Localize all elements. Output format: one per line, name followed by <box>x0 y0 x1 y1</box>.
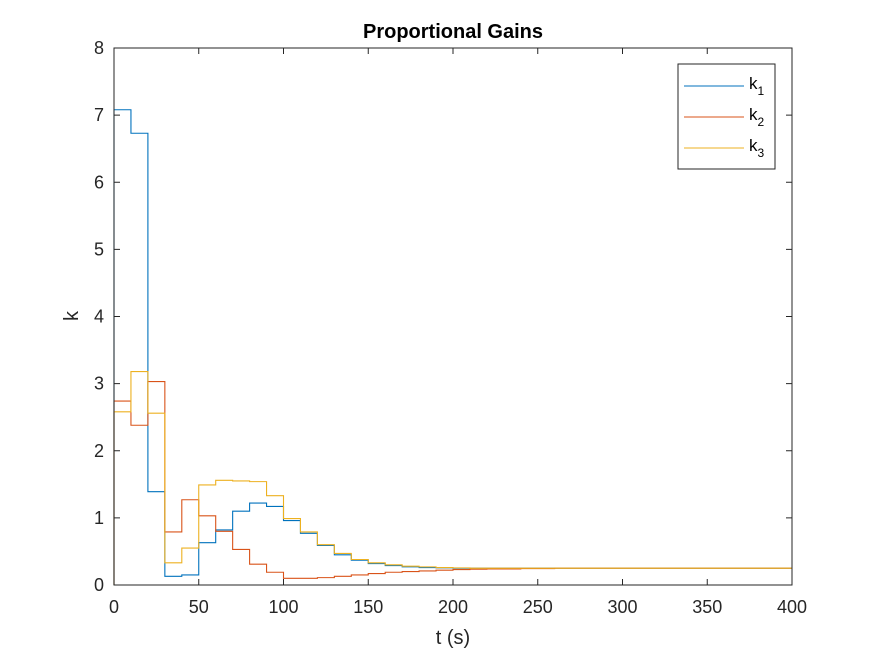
series-line-k3 <box>113 370 792 585</box>
y-axis-title: k <box>61 310 83 321</box>
y-tick-label: 8 <box>94 38 104 58</box>
y-tick-label: 6 <box>94 172 104 192</box>
series-layer <box>113 109 792 585</box>
x-tick-label: 250 <box>523 597 553 617</box>
chart-title: Proportional Gains <box>363 21 543 43</box>
x-tick-label: 150 <box>353 597 383 617</box>
x-tick-label: 400 <box>777 597 807 617</box>
x-tick-label: 200 <box>438 597 468 617</box>
legend-subscript-k3: 3 <box>758 146 765 160</box>
x-tick-label: 350 <box>692 597 722 617</box>
x-axis-title: t (s) <box>436 627 470 649</box>
x-tick-label: 0 <box>109 597 119 617</box>
y-tick-label: 3 <box>94 374 104 394</box>
y-tick-label: 7 <box>94 105 104 125</box>
y-tick-label: 0 <box>94 575 104 595</box>
x-tick-label: 100 <box>268 597 298 617</box>
legend-subscript-k1: 1 <box>758 84 765 98</box>
x-tick-label: 50 <box>189 597 209 617</box>
axes-layer: 0 50 100 150 200 250 300 350 400 0 1 2 3 4 5 6 7 8 <box>94 38 807 617</box>
legend-subscript-k2: 2 <box>758 115 765 129</box>
y-tick-label: 2 <box>94 441 104 461</box>
y-tick-label: 5 <box>94 239 104 259</box>
y-tick-label: 4 <box>94 307 104 327</box>
y-tick-label: 1 <box>94 508 104 528</box>
x-tick-label: 300 <box>607 597 637 617</box>
